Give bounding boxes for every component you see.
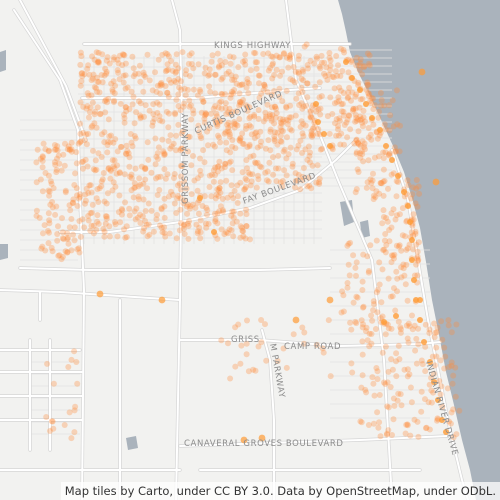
data-points-layer — [33, 41, 463, 444]
road-network — [0, 0, 470, 500]
indian-river-water — [338, 0, 500, 500]
road-label-kings-highway: KINGS HIGHWAY — [214, 41, 291, 51]
road-label-camp-road: CAMP ROAD — [284, 342, 341, 352]
road-label-grissom-parkway: GRISSOM PARKWAY — [181, 112, 191, 204]
residential-street-grid — [20, 49, 430, 435]
map-attribution: Map tiles by Carto, under CC BY 3.0. Dat… — [60, 482, 500, 500]
road-label-canaveral-groves-boulevard: CANAVERAL GROVES BOULEVARD — [184, 439, 344, 449]
pond — [126, 436, 138, 450]
pond — [0, 50, 6, 72]
pond — [0, 244, 8, 260]
road-label-grissom-south-a: GRISS — [231, 335, 260, 345]
